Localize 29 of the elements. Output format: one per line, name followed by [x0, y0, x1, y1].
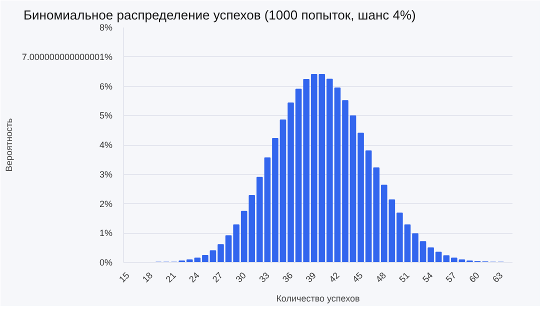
- x-tick-label: 33: [257, 270, 272, 284]
- y-tick-label: 1%: [99, 228, 113, 238]
- x-tick-label: 39: [304, 270, 318, 284]
- x-tick-label: 60: [467, 270, 482, 284]
- y-tick-label: 4%: [99, 140, 113, 150]
- x-tick-label: 54: [420, 270, 435, 284]
- x-tick-label: 15: [117, 270, 132, 284]
- y-tick-label: 8%: [99, 22, 113, 32]
- x-tick-label: 48: [374, 270, 388, 284]
- x-axis-title: Количество успехов: [276, 294, 360, 304]
- x-tick-label: 21: [164, 270, 178, 284]
- x-tick-label: 63: [490, 270, 505, 284]
- x-tick-label: 18: [140, 270, 155, 284]
- x-tick-label: 57: [444, 270, 458, 284]
- chart-title: Биномиальное распределение успехов (1000 попыток, шанс 4%): [24, 8, 416, 22]
- y-tick-label: 3%: [99, 169, 113, 180]
- x-tick-label: 24: [187, 270, 202, 284]
- x-tick-label: 27: [210, 270, 225, 284]
- x-tick-label: 30: [234, 270, 248, 284]
- y-axis-title: Вероятность: [4, 118, 14, 172]
- x-tick-label: 45: [350, 270, 365, 284]
- x-tick-label: 42: [327, 270, 342, 284]
- x-tick-label: 36: [280, 270, 295, 284]
- y-tick-label: 7.000000000000001%: [22, 52, 113, 62]
- y-tick-label: 0%: [99, 258, 113, 268]
- y-tick-label: 6%: [99, 81, 113, 92]
- x-tick-label: 51: [397, 270, 412, 284]
- y-tick-label: 5%: [99, 110, 113, 121]
- y-tick-label: 2%: [99, 198, 113, 209]
